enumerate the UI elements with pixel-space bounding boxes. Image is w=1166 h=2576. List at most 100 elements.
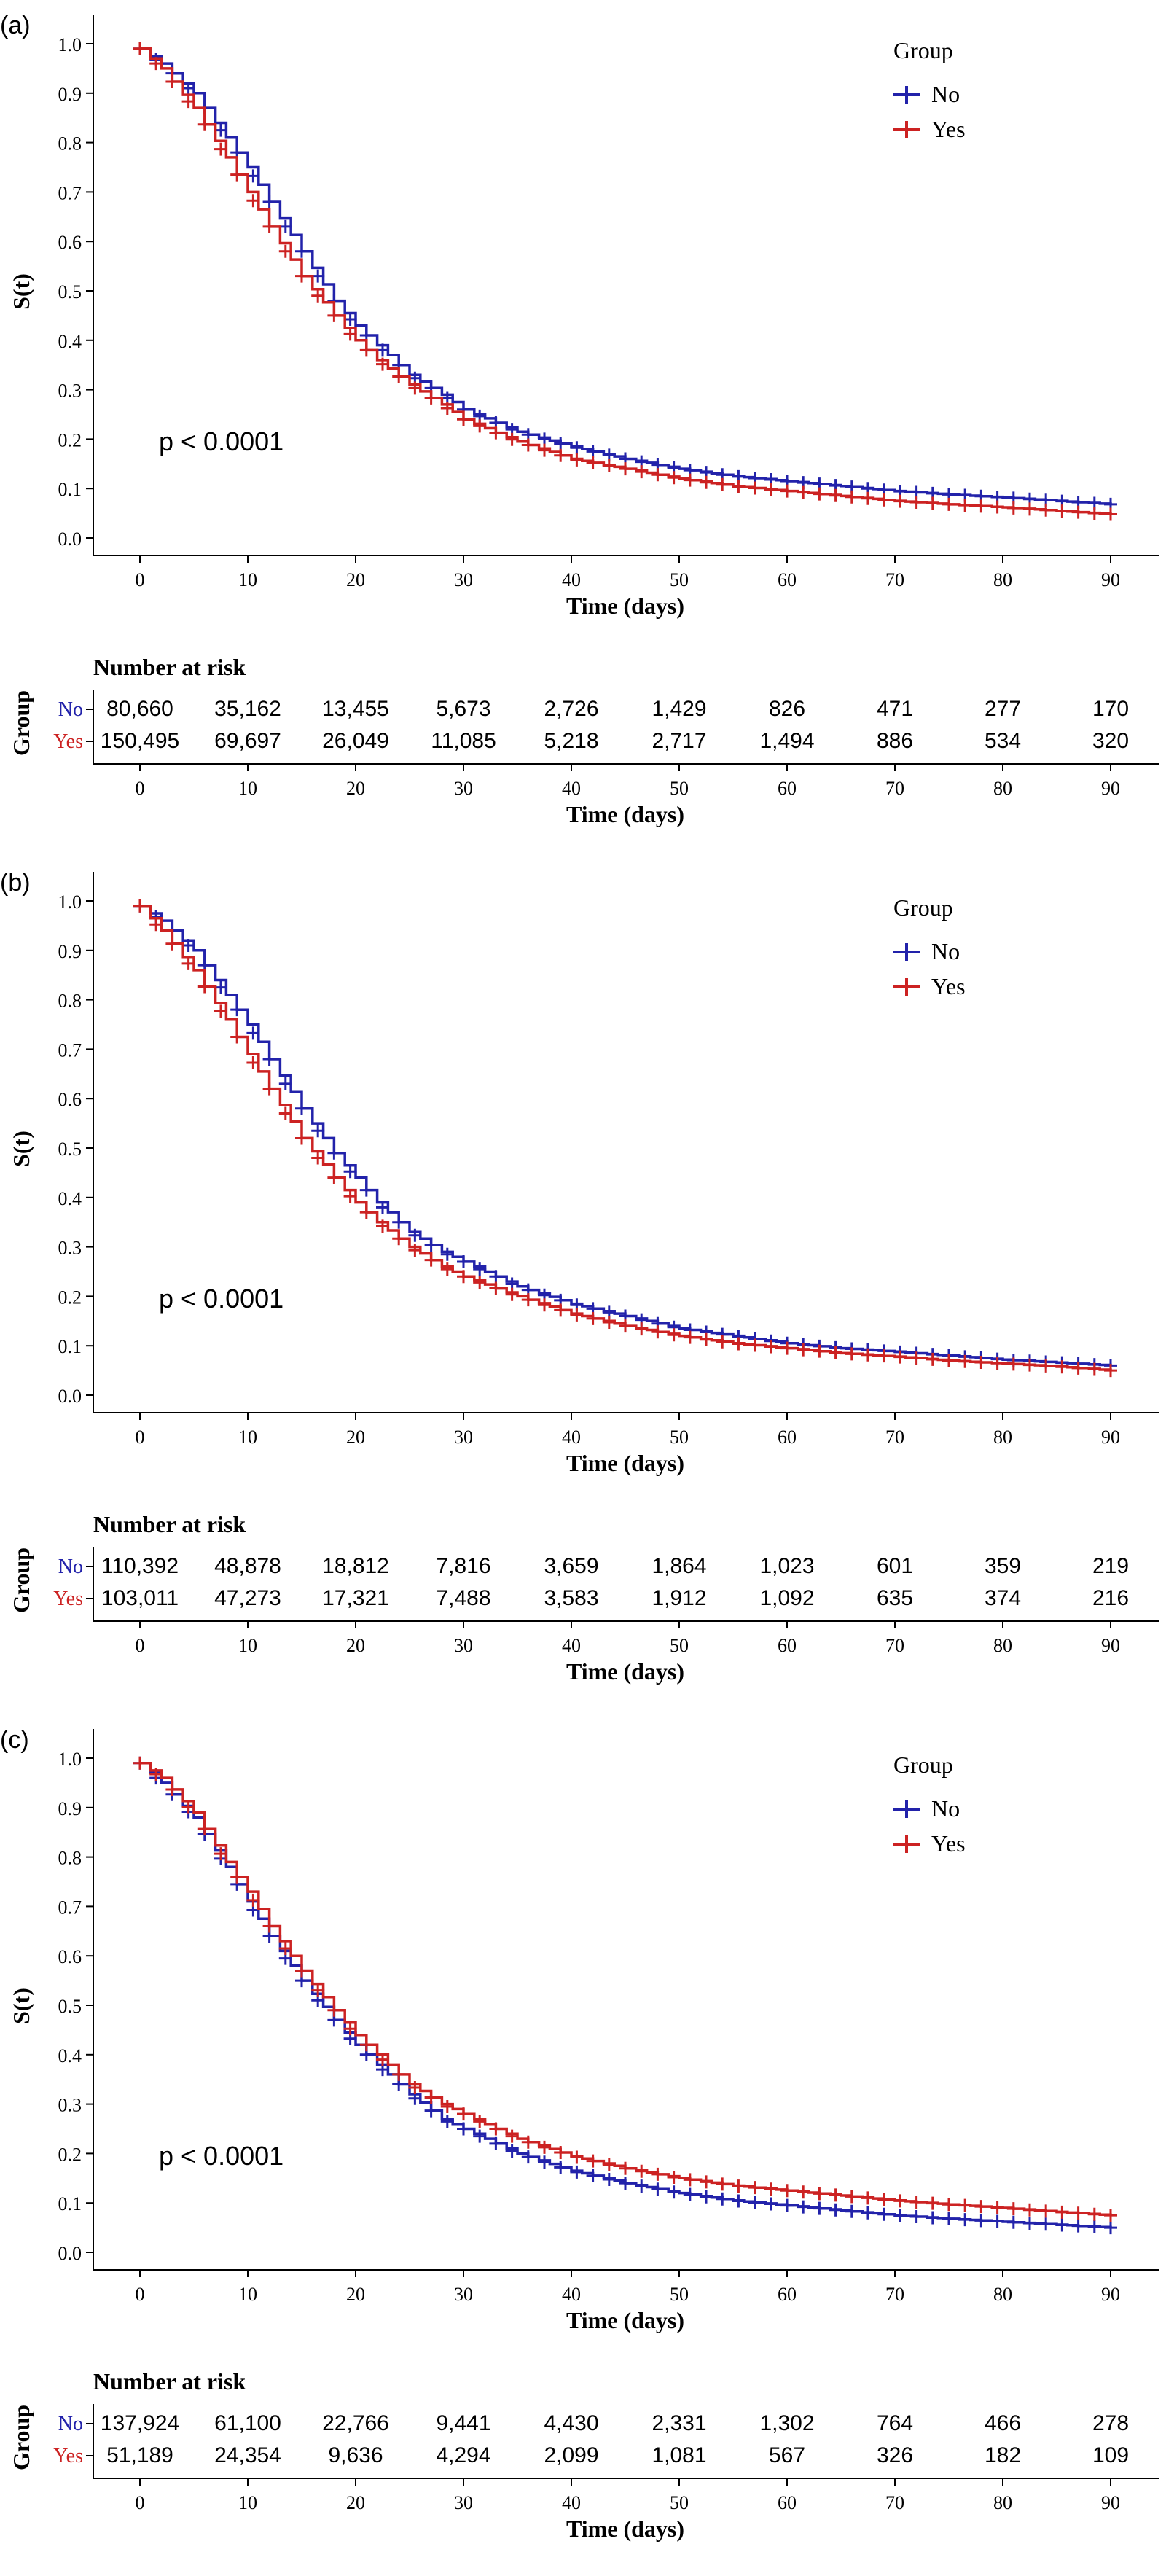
x-tick-label: 10 <box>238 1426 257 1448</box>
censor-mark <box>408 2081 422 2094</box>
censor-mark <box>181 956 195 970</box>
x-tick-label: 70 <box>885 1426 904 1448</box>
censor-mark <box>813 1344 826 1358</box>
legend-label-no: No <box>931 81 960 107</box>
risk-cell: 18,812 <box>322 1554 389 1578</box>
censor-mark <box>408 381 422 395</box>
y-tick-label: 0.8 <box>58 1848 82 1869</box>
censor-mark <box>667 2170 681 2184</box>
censor-mark <box>700 2190 713 2204</box>
x-axis-label: Time (days) <box>566 2307 684 2333</box>
y-tick-label: 0.3 <box>58 380 82 402</box>
censor-mark <box>926 496 939 510</box>
censor-mark <box>651 468 665 482</box>
x-tick-label: 90 <box>1101 2284 1120 2305</box>
censor-mark <box>262 1082 276 1096</box>
risk-cell: 635 <box>877 1586 913 1610</box>
risk-cell: 2,726 <box>544 697 598 721</box>
risk-cell: 69,697 <box>214 729 281 753</box>
risk-row-label-yes: Yes <box>53 730 83 753</box>
risk-table-title: Number at risk <box>93 2368 246 2394</box>
risk-cell: 466 <box>985 2411 1021 2435</box>
risk-cell: 170 <box>1092 697 1129 721</box>
censor-mark <box>538 2155 551 2169</box>
risk-cell: 326 <box>877 2443 913 2467</box>
censor-mark <box>538 432 551 446</box>
risk-cell: 7,488 <box>436 1586 490 1610</box>
censor-mark <box>667 471 681 485</box>
censor-mark <box>829 1346 842 1359</box>
panel-c: (c) 0.0 0.1 0.2 0.3 0.4 0.5 0.6 0.7 0.8 0.9 1.0 0 10 2… <box>0 1726 1159 2542</box>
y-tick-label: 0.1 <box>58 479 82 500</box>
censor-mark <box>538 1298 551 1312</box>
censor-mark <box>165 937 179 951</box>
y-tick-label: 0.9 <box>58 1798 82 1819</box>
risk-x-tick-label: 30 <box>454 2492 473 2513</box>
censor-mark <box>635 465 649 479</box>
censor-mark <box>893 2209 907 2222</box>
risk-cell: 9,636 <box>328 2443 383 2467</box>
censor-mark <box>667 2185 681 2199</box>
censor-mark <box>958 2198 972 2212</box>
censor-mark <box>457 413 470 426</box>
risk-cell: 601 <box>877 1554 913 1578</box>
censor-mark <box>748 481 762 495</box>
y-tick-label: 0.8 <box>58 991 82 1012</box>
censor-mark <box>942 2198 955 2212</box>
risk-cell: 2,717 <box>652 729 706 753</box>
x-tick-label: 70 <box>885 2284 904 2305</box>
censor-mark <box>473 2115 487 2128</box>
censor-mark <box>602 1315 616 1329</box>
censor-mark <box>700 2175 713 2189</box>
risk-cell: 80,660 <box>106 697 173 721</box>
y-axis-label: S(t) <box>8 1131 34 1167</box>
y-tick-label: 0.6 <box>58 1946 82 1967</box>
censor-mark <box>829 2188 842 2202</box>
censor-mark <box>586 1311 600 1325</box>
censor-mark <box>1087 507 1101 520</box>
risk-cell: 3,659 <box>544 1554 598 1578</box>
censor-mark <box>262 1052 276 1066</box>
censor-mark <box>974 499 988 513</box>
censor-mark <box>262 195 276 208</box>
censor-mark <box>797 485 810 499</box>
legend-title: Group <box>893 894 953 921</box>
censor-mark <box>473 1262 487 1276</box>
censor-mark <box>1006 2215 1020 2229</box>
risk-table-group-label: Group <box>8 1547 34 1613</box>
risk-x-tick-label: 30 <box>454 1635 473 1656</box>
risk-x-tick-label: 0 <box>136 2492 145 2513</box>
censor-mark <box>440 1262 454 1276</box>
censor-mark <box>1023 2217 1036 2230</box>
risk-cell: 1,092 <box>759 1586 814 1610</box>
legend-label-no: No <box>931 1795 960 1822</box>
legend-title: Group <box>893 37 953 63</box>
censor-mark <box>473 2129 487 2143</box>
censor-mark <box>1006 1357 1020 1371</box>
risk-cell: 61,100 <box>214 2411 281 2435</box>
risk-x-tick-label: 50 <box>670 778 689 799</box>
censor-mark <box>893 2194 907 2208</box>
x-tick-label: 50 <box>670 2284 689 2305</box>
risk-x-tick-label: 0 <box>136 778 145 799</box>
censor-mark <box>1039 1359 1053 1373</box>
censor-mark <box>440 2099 454 2113</box>
censor-mark <box>877 1349 891 1363</box>
risk-x-tick-label: 80 <box>993 778 1012 799</box>
censor-mark <box>909 2210 923 2224</box>
censor-mark <box>521 1293 535 1307</box>
y-axis-label: S(t) <box>8 273 34 310</box>
censor-mark <box>1039 2204 1053 2218</box>
censor-mark <box>926 1352 939 1366</box>
censor-mark <box>780 2198 794 2212</box>
censor-mark <box>424 1253 438 1267</box>
censor-mark <box>311 1151 325 1165</box>
censor-mark <box>619 2161 632 2175</box>
p-value-annotation: p < 0.0001 <box>159 1284 283 1314</box>
censor-mark <box>392 370 406 383</box>
censor-mark <box>246 1026 260 1040</box>
censor-mark <box>570 1308 584 1322</box>
censor-mark <box>586 456 600 469</box>
censor-mark <box>974 1355 988 1369</box>
censor-mark <box>764 1340 778 1354</box>
